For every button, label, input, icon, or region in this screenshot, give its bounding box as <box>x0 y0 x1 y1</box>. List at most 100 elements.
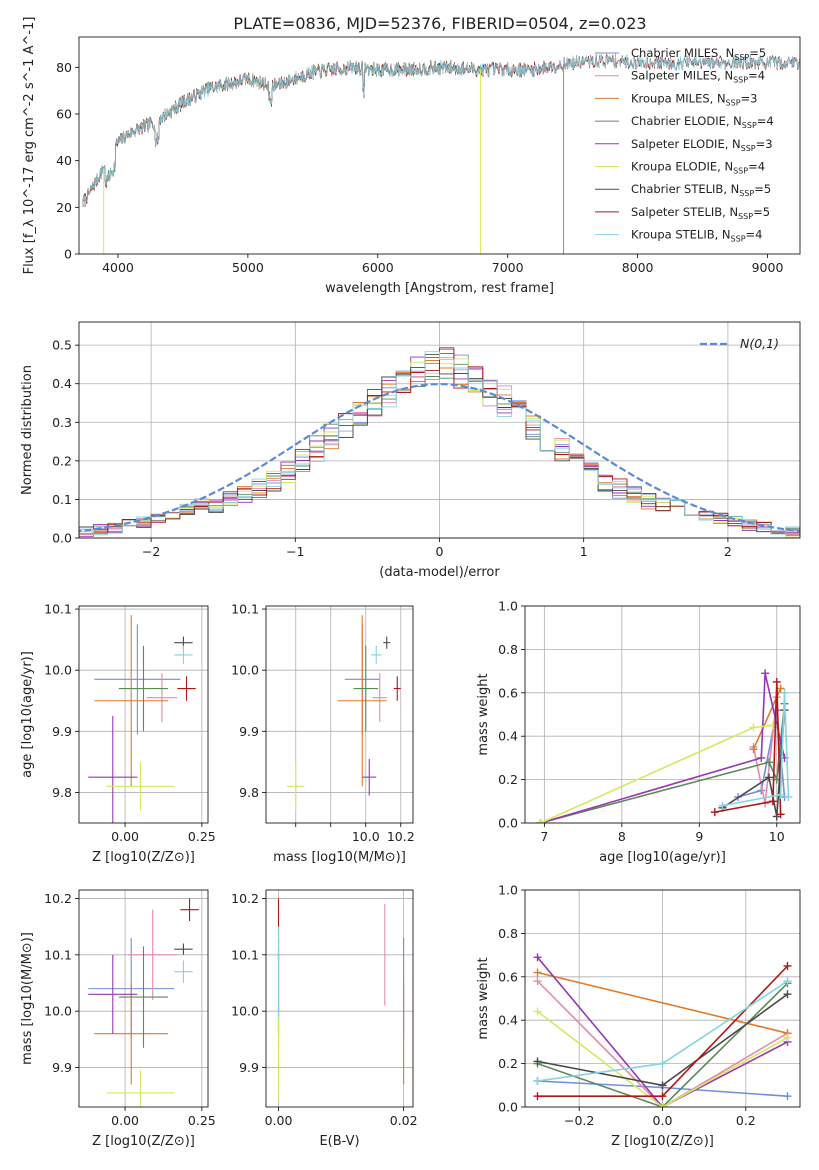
y-tick-label: 10.1 <box>231 947 259 962</box>
y-tick-label: 9.9 <box>52 724 72 739</box>
y-tick-label: 0.1 <box>52 492 72 507</box>
x-tick-label: 0.00 <box>111 1113 139 1128</box>
x-tick-label: 5000 <box>232 260 264 275</box>
errorbar-point-kroupa-elodie <box>106 1070 175 1107</box>
x-tick-label: 9 <box>695 829 703 844</box>
spectrum-line-kroupa-stelib <box>82 52 800 207</box>
panel-age-vs-Z: 0.00 0.25 9.8 9.9 10.0 10.1 Z [log10(Z/Z⊙)] age… <box>20 602 216 865</box>
spectrum-line-chabrier-miles <box>82 59 560 207</box>
weight-marker-salpeter-elodie <box>533 953 542 962</box>
x-tick-label: 6000 <box>362 260 394 275</box>
y-tick-label: 10.0 <box>231 663 259 678</box>
panel-massweight-vs-age: 7 8 9 10 0.0 0.2 0.4 0.6 0.8 1.0 age [log10(age/yr… <box>476 599 801 865</box>
axes-frame <box>265 889 414 1108</box>
figure-title: PLATE=0836, MJD=52376, FIBERID=0504, z=0… <box>233 14 646 33</box>
legend-value: =5 <box>749 46 766 60</box>
legend-label-salpeter-elodie: Salpeter ELODIE, NSSP=3 <box>631 137 773 153</box>
y-tick-label: 0.4 <box>52 376 72 391</box>
y-tick-label: 10.2 <box>231 891 259 906</box>
weight-marker-kroupa-miles <box>533 968 542 977</box>
x-tick-label: 1 <box>580 544 588 559</box>
legend-value: =3 <box>741 91 758 105</box>
y-tick-label: 10.1 <box>44 602 72 617</box>
residual-histogram-chabrier-stelib <box>79 354 800 538</box>
legend-value: =4 <box>746 228 763 242</box>
y-tick-label: 0.4 <box>498 1013 518 1028</box>
x-tick-label: 7 <box>540 829 548 844</box>
axes-frame <box>524 889 801 1108</box>
legend-subscript: SSP <box>742 121 757 130</box>
y-tick-label: 0.0 <box>498 816 518 831</box>
plot-area <box>82 52 800 254</box>
weight-line-salpeter-elodie <box>536 956 788 1107</box>
weight-marker-salpeter-stelib <box>710 808 719 817</box>
errorbar-point-salpeter-stelib <box>177 676 196 701</box>
legend-label-kroupa-elodie: Kroupa ELODIE, NSSP=4 <box>631 160 765 176</box>
axes-frame <box>78 321 801 539</box>
panel-massweight-vs-Z: −0.2 0.0 0.2 0.0 0.2 0.4 0.6 0.8 1.0 Z [log10(Z/Z… <box>476 883 801 1149</box>
weight-marker-salpeter-stelib <box>776 810 785 819</box>
residual-histogram-salpeter-stelib <box>79 348 800 537</box>
y-tick-label: 40 <box>56 153 72 168</box>
errorbar-point-kroupa-miles <box>94 983 169 1085</box>
y-axis-label: Normed distribution <box>20 365 35 495</box>
legend-label-salpeter-stelib: Salpeter STELIB, NSSP=5 <box>631 205 770 221</box>
weight-marker-salpeter-elodie <box>761 669 770 678</box>
weight-marker-salpeter-elodie <box>757 753 766 762</box>
y-tick-label: 0.0 <box>52 531 72 546</box>
weight-line-salpeter-elodie <box>540 673 786 823</box>
legend-value: =5 <box>753 205 770 219</box>
y-tick-label: 0.6 <box>498 969 518 984</box>
errorbar-point-salpeter-stelib <box>180 898 199 921</box>
y-tick-label: 0.8 <box>498 926 518 941</box>
y-tick-label: 0.2 <box>52 453 72 468</box>
weight-marker-kroupa-stelib <box>783 977 792 986</box>
legend-value: =5 <box>754 182 771 196</box>
errorbar-point-kroupa-miles <box>337 615 387 787</box>
y-axis-label: mass weight <box>476 957 491 1039</box>
y-tick-label: 10.0 <box>44 1004 72 1019</box>
weight-marker-kroupa-stelib <box>658 1059 667 1068</box>
spectrum-line-salpeter-miles <box>82 60 560 207</box>
weight-marker-chabrier-stelib <box>533 1057 542 1066</box>
errorbar-point-kroupa-miles <box>94 615 169 787</box>
y-tick-label: 0 <box>64 247 72 262</box>
x-tick-label: 7000 <box>492 260 524 275</box>
plot-area <box>277 898 405 1102</box>
x-tick-label: −0.2 <box>564 1113 594 1128</box>
weight-marker-kroupa-elodie <box>536 819 545 823</box>
weight-marker-salpeter-stelib <box>533 1092 542 1101</box>
legend-subscript: SSP <box>731 235 746 244</box>
weight-marker-kroupa-miles <box>749 745 758 754</box>
panel-age-vs-mass: 10.0 10.2 9.8 9.9 10.0 10.1 mass [log10(M/M⊙)] <box>231 602 415 865</box>
weight-line-chabrier-elodie <box>540 703 786 823</box>
y-tick-label: 1.0 <box>498 599 518 614</box>
y-tick-label: 0.6 <box>498 685 518 700</box>
x-tick-label: −2 <box>142 544 160 559</box>
weight-marker-chabrier-miles <box>783 1092 792 1101</box>
y-tick-label: 0.4 <box>498 729 518 744</box>
y-tick-label: 1.0 <box>498 883 518 898</box>
y-tick-label: 0.3 <box>52 415 72 430</box>
weight-marker-salpeter-stelib <box>658 1092 667 1101</box>
x-tick-label: 0.2 <box>736 1113 756 1128</box>
legend-value: =3 <box>756 137 773 151</box>
plot-area <box>88 898 199 1107</box>
x-tick-label: 10.0 <box>352 829 380 844</box>
y-tick-label: 9.8 <box>52 785 72 800</box>
errorbar-point-chabrier-elodie <box>353 645 378 732</box>
legend-label-chabrier-miles: Chabrier MILES, NSSP=5 <box>631 46 766 62</box>
errorbar-point-chabrier-miles <box>94 624 181 735</box>
errorbar-point-chabrier-elodie <box>118 946 169 1048</box>
weight-marker-salpeter-stelib <box>783 961 792 970</box>
errorbar-point-chabrier-stelib <box>174 943 193 955</box>
x-tick-label: 0.00 <box>265 1113 293 1128</box>
x-axis-label: mass [log10(M/M⊙)] <box>273 850 406 865</box>
plot-area <box>79 347 800 538</box>
errorbar-point-salpeter-miles <box>372 673 387 723</box>
legend-label-salpeter-miles: Salpeter MILES, NSSP=4 <box>631 69 765 85</box>
x-tick-label: −1 <box>286 544 304 559</box>
x-tick-label: 8000 <box>622 260 654 275</box>
weight-marker-kroupa-stelib <box>718 801 727 810</box>
